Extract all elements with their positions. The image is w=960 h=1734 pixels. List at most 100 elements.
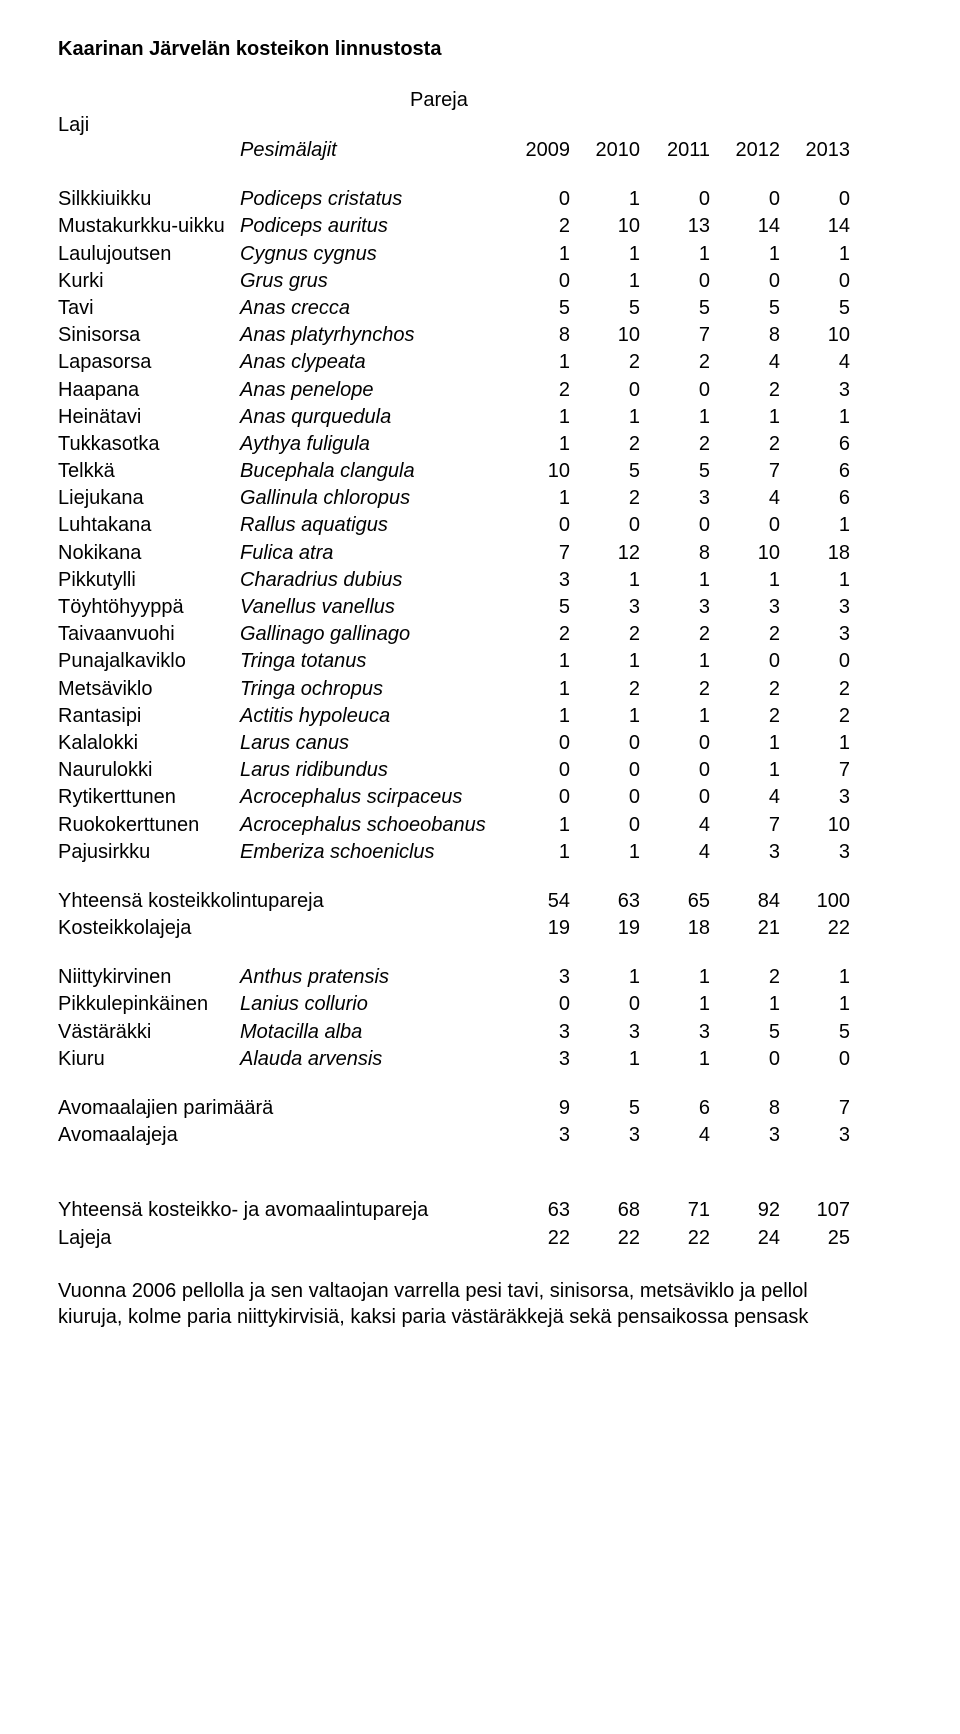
value-cell: 22 <box>640 1225 710 1252</box>
value-cell: 2 <box>710 703 780 730</box>
pesimalajit-box: Pesimälajit <box>58 139 500 162</box>
table-row: VästäräkkiMotacilla alba33355 <box>58 1019 902 1046</box>
table-row: PikkulepinkäinenLanius collurio00111 <box>58 991 902 1018</box>
total-label: Kosteikkolajeja <box>58 915 500 942</box>
extras-table: NiittykirvinenAnthus pratensis31121Pikku… <box>58 964 902 1073</box>
value-cell: 3 <box>500 567 570 594</box>
footer-line: kiuruja, kolme paria niittykirvisiä, kak… <box>58 1304 902 1330</box>
value-cell: 1 <box>640 1046 710 1073</box>
value-cell: 14 <box>780 213 850 240</box>
value-cell: 2 <box>780 703 850 730</box>
species-lat: Tringa ochropus <box>240 676 500 703</box>
value-cell: 2 <box>780 676 850 703</box>
total-row: Yhteensä kosteikko- ja avomaalintupareja… <box>58 1197 902 1224</box>
table-row: TelkkäBucephala clangula105576 <box>58 458 902 485</box>
table-row: RuokokerttunenAcrocephalus schoeobanus10… <box>58 812 902 839</box>
value-cell: 25 <box>780 1225 850 1252</box>
pareja-label: Pareja <box>410 89 468 112</box>
table-row: LapasorsaAnas clypeata12244 <box>58 349 902 376</box>
value-cell: 1 <box>570 703 640 730</box>
value-cell: 1 <box>500 485 570 512</box>
value-cell: 19 <box>570 915 640 942</box>
value-cell: 2 <box>710 431 780 458</box>
value-cell: 10 <box>780 812 850 839</box>
value-cell: 1 <box>640 703 710 730</box>
value-cell: 7 <box>780 1095 850 1122</box>
value-cell: 5 <box>640 458 710 485</box>
table-row: NiittykirvinenAnthus pratensis31121 <box>58 964 902 991</box>
value-cell: 1 <box>710 730 780 757</box>
species-fin: Sinisorsa <box>58 322 240 349</box>
value-cell: 5 <box>710 295 780 322</box>
table-row: NokikanaFulica atra71281018 <box>58 540 902 567</box>
value-cell: 10 <box>780 322 850 349</box>
year-col: 2012 <box>710 139 780 162</box>
value-cell: 0 <box>570 991 640 1018</box>
species-lat: Anas penelope <box>240 377 500 404</box>
year-col: 2011 <box>640 139 710 162</box>
header-years-row: Pesimälajit 2009 2010 2011 2012 2013 <box>58 139 902 162</box>
species-fin: Kurki <box>58 268 240 295</box>
table-row: KurkiGrus grus01000 <box>58 268 902 295</box>
value-cell: 1 <box>500 812 570 839</box>
value-cell: 1 <box>710 567 780 594</box>
value-cell: 1 <box>780 964 850 991</box>
species-lat: Charadrius dubius <box>240 567 500 594</box>
species-fin: Rytikerttunen <box>58 784 240 811</box>
table-row: PikkutylliCharadrius dubius31111 <box>58 567 902 594</box>
species-lat: Bucephala clangula <box>240 458 500 485</box>
species-lat: Actitis hypoleuca <box>240 703 500 730</box>
species-fin: Niittykirvinen <box>58 964 240 991</box>
value-cell: 4 <box>710 784 780 811</box>
value-cell: 1 <box>500 839 570 866</box>
value-cell: 0 <box>500 512 570 539</box>
value-cell: 1 <box>500 349 570 376</box>
species-lat: Aythya fuligula <box>240 431 500 458</box>
value-cell: 3 <box>500 1046 570 1073</box>
species-lat: Fulica atra <box>240 540 500 567</box>
table-row: SilkkiuikkuPodiceps cristatus01000 <box>58 186 902 213</box>
value-cell: 0 <box>780 1046 850 1073</box>
species-fin: Tavi <box>58 295 240 322</box>
value-cell: 2 <box>570 676 640 703</box>
value-cell: 3 <box>780 594 850 621</box>
species-table: SilkkiuikkuPodiceps cristatus01000Mustak… <box>58 186 902 866</box>
value-cell: 0 <box>640 784 710 811</box>
total-label: Yhteensä kosteikko- ja avomaalintupareja <box>58 1197 500 1224</box>
value-cell: 10 <box>570 213 640 240</box>
species-fin: Metsäviklo <box>58 676 240 703</box>
species-fin: Pajusirkku <box>58 839 240 866</box>
species-fin: Laulujoutsen <box>58 241 240 268</box>
value-cell: 22 <box>780 915 850 942</box>
value-cell: 71 <box>640 1197 710 1224</box>
species-fin: Liejukana <box>58 485 240 512</box>
wetland-totals: Yhteensä kosteikkolintupareja54636584100… <box>58 888 902 942</box>
value-cell: 0 <box>570 812 640 839</box>
species-fin: Heinätavi <box>58 404 240 431</box>
value-cell: 12 <box>570 540 640 567</box>
value-cell: 2 <box>500 377 570 404</box>
value-cell: 3 <box>710 839 780 866</box>
value-cell: 3 <box>500 1019 570 1046</box>
species-fin: Ruokokerttunen <box>58 812 240 839</box>
value-cell: 3 <box>500 964 570 991</box>
value-cell: 0 <box>500 730 570 757</box>
value-cell: 1 <box>570 241 640 268</box>
species-lat: Cygnus cygnus <box>240 241 500 268</box>
total-label: Lajeja <box>58 1225 500 1252</box>
value-cell: 5 <box>780 295 850 322</box>
value-cell: 3 <box>640 1019 710 1046</box>
value-cell: 107 <box>780 1197 850 1224</box>
species-fin: Telkkä <box>58 458 240 485</box>
value-cell: 0 <box>570 757 640 784</box>
species-lat: Podiceps cristatus <box>240 186 500 213</box>
value-cell: 2 <box>500 621 570 648</box>
value-cell: 2 <box>570 485 640 512</box>
value-cell: 4 <box>710 349 780 376</box>
value-cell: 3 <box>780 621 850 648</box>
species-lat: Gallinago gallinago <box>240 621 500 648</box>
value-cell: 3 <box>710 594 780 621</box>
value-cell: 10 <box>570 322 640 349</box>
total-row: Yhteensä kosteikkolintupareja54636584100 <box>58 888 902 915</box>
value-cell: 1 <box>780 567 850 594</box>
